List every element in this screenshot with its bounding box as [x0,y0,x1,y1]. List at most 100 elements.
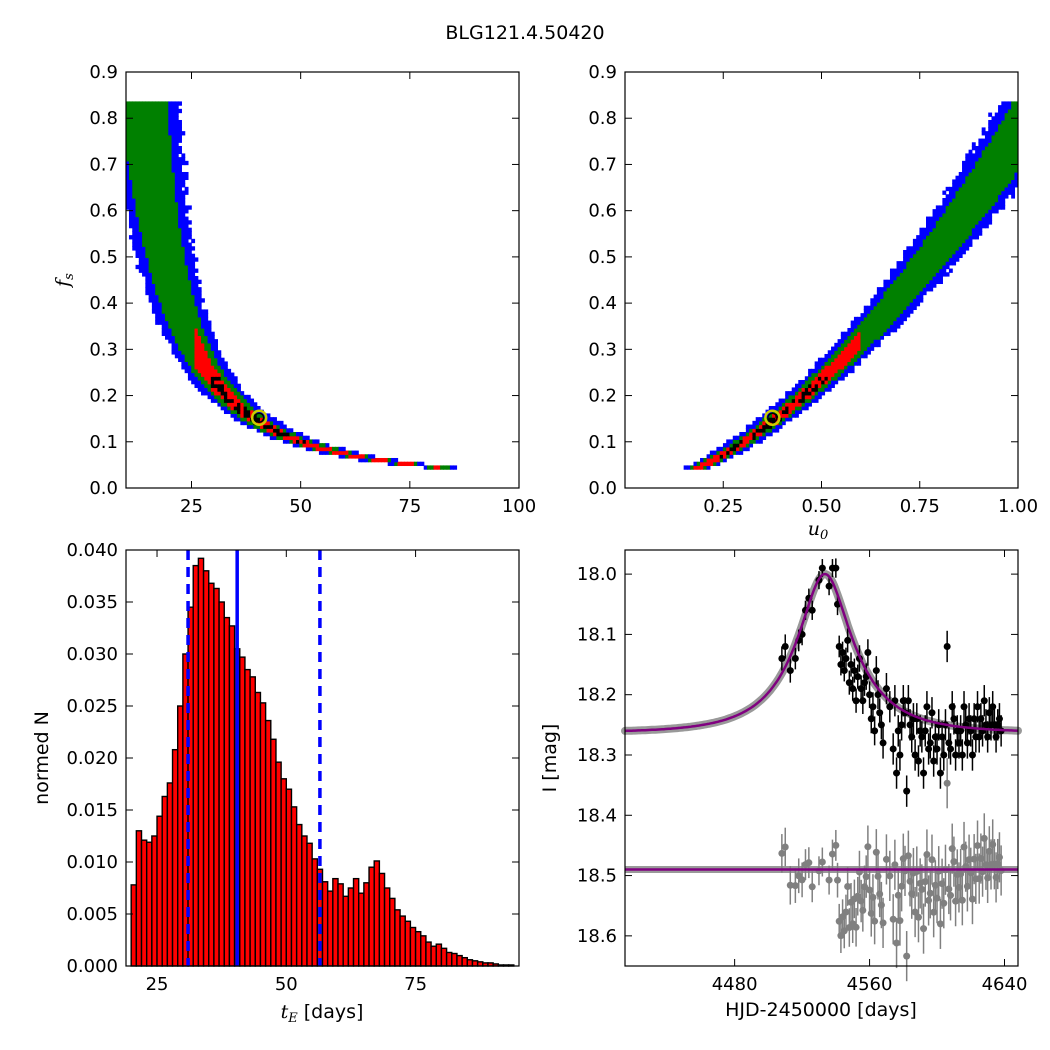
contour-cell-2sigma [187,320,192,325]
contour-cell-2sigma [984,175,989,181]
contour-cell-2sigma [145,145,150,151]
contour-cell-2sigma [994,186,999,192]
contour-cell-2sigma [165,145,169,151]
contour-cell-2sigma [204,335,209,340]
contour-cell-2sigma [922,283,927,288]
contour-cell-3sigma [893,275,898,281]
contour-cell-2sigma [161,238,166,244]
contour-cell-2sigma [880,301,885,307]
residual-point [985,847,993,855]
contour-cell-3sigma [233,413,238,418]
contour-cell-3sigma [975,157,979,162]
contour-cell-3sigma [906,313,911,318]
data-point [786,667,794,675]
contour-cell-2sigma [191,342,196,348]
contour-cell-2sigma [174,279,179,285]
contour-cell-3sigma [886,283,891,288]
contour-cell-2sigma [132,145,137,151]
contour-cell-2sigma [850,331,855,337]
contour-cell-1sigma [197,361,202,366]
residual-point [950,858,958,866]
contour-cell-2sigma [181,283,186,288]
contour-cell-2sigma [919,287,924,292]
histogram-bar [264,719,272,967]
contour-cell-3sigma [161,324,166,329]
contour-cell-2sigma [886,324,891,329]
contour-cell-2sigma [165,131,169,136]
contour-cell-3sigma [223,368,228,374]
contour-cell-3sigma [998,205,1002,210]
contour-cell-2sigma [145,112,150,117]
contour-cell-2sigma [981,183,986,188]
contour-cell-2sigma [171,175,176,181]
contour-cell-3sigma [207,391,212,396]
contour-cell-3sigma [142,264,146,270]
contour-cell-1sigma [847,346,852,351]
contour-cell-3sigma [889,327,894,333]
contour-cell-2sigma [184,346,189,351]
contour-cell-2sigma [125,153,130,158]
contour-cell-2sigma [197,324,202,329]
contour-cell-3sigma [762,435,767,441]
contour-cell-3sigma [187,220,192,225]
top-left-ytick-label: 0.3 [89,339,118,360]
contour-cell-1sigma [840,361,845,366]
contour-cell-2sigma [178,309,182,314]
residual-point [844,883,852,891]
contour-cell-3sigma [151,301,156,307]
contour-cell-3sigma [948,268,953,273]
contour-cell-3sigma [325,443,330,448]
contour-cell-3sigma [145,257,150,262]
contour-cell-3sigma [214,342,218,348]
contour-cell-best [732,446,737,452]
contour-cell-2sigma [142,171,146,177]
contour-cell-3sigma [194,275,199,281]
contour-cell-3sigma [138,246,143,251]
contour-cell-2sigma [991,197,996,203]
contour-cell-2sigma [965,205,970,210]
contour-cell-2sigma [821,365,826,370]
contour-cell-3sigma [984,212,989,218]
contour-cell-2sigma [988,190,993,195]
contour-cell-2sigma [135,205,140,210]
contour-cell-3sigma [988,119,993,125]
contour-cell-2sigma [988,168,993,173]
contour-cell-3sigma [775,402,780,407]
contour-cell-2sigma [145,238,150,244]
contour-cell-3sigma [243,420,248,426]
contour-cell-best [785,409,790,415]
contour-cell-3sigma [184,231,189,236]
contour-cell-2sigma [132,160,137,166]
contour-cell-2sigma [840,342,845,348]
top-left-xtick-label: 75 [398,496,421,517]
bottom-left-ytick-label: 0.005 [66,904,118,925]
contour-cell-2sigma [178,287,182,292]
contour-cell-3sigma [322,450,327,455]
contour-cell-3sigma [814,368,819,374]
contour-cell-2sigma [158,119,163,125]
data-point [921,727,929,735]
contour-cell-3sigma [840,376,845,381]
contour-cell-2sigma [181,253,186,259]
contour-cell-2sigma [184,327,189,333]
contour-cell-2sigma [821,387,826,392]
contour-cell-2sigma [916,264,921,270]
contour-cell-2sigma [981,197,986,203]
contour-cell-1sigma [808,394,812,400]
contour-cell-1sigma [240,409,245,415]
contour-cell-3sigma [201,324,205,329]
top-right-xtick-label: 0.25 [703,496,743,517]
best-fit-marker-ring [764,409,781,426]
contour-cell-2sigma [174,316,179,322]
contour-cell-1sigma [214,379,218,385]
histogram-bar [389,897,396,967]
histogram-bar [270,738,277,967]
contour-cell-2sigma [151,145,156,151]
contour-cell-3sigma [893,327,898,333]
contour-cell-2sigma [184,350,189,355]
contour-cell-1sigma [371,457,376,463]
contour-cell-2sigma [860,339,865,344]
contour-cell-3sigma [174,353,179,359]
data-point [882,685,890,693]
contour-cell-3sigma [181,175,186,181]
